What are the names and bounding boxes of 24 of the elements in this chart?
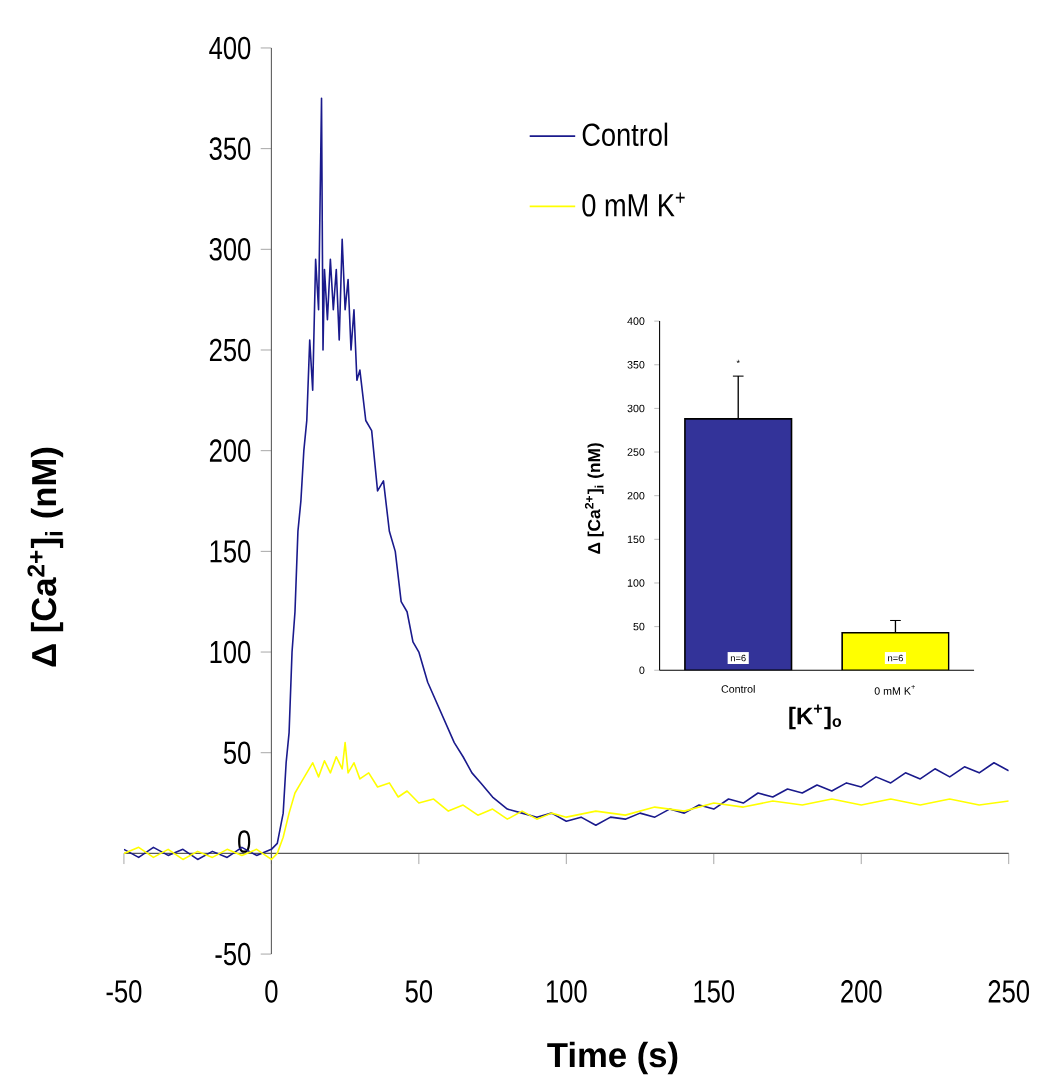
legend-label: 0 mM K$^{+}$ (582, 192, 685, 217)
x-axis-title: [K$^{+}$]$_{o}$ (789, 704, 842, 730)
legend-label: Control (583, 122, 668, 147)
x-tick-label: 0 (265, 980, 278, 1003)
y-tick-label: 50 (224, 741, 251, 765)
y-tick-label: 200 (210, 439, 251, 462)
y-tick-label: 400 (209, 36, 251, 60)
x-tick-label: 100 (547, 980, 587, 1003)
y-tick-label: 0 (238, 830, 251, 853)
y-tick-label: 250 (210, 338, 251, 362)
y-tick-label: 100 (210, 640, 251, 664)
line-series (124, 741, 1010, 861)
x-tick-label: 200 (841, 980, 882, 1003)
y-tick-label: 350 (209, 137, 251, 160)
x-tick-label: -50 (106, 980, 142, 1003)
x-tick-label: 250 (988, 980, 1030, 1003)
y-axis-title: Δ [Ca$^{2+}$]$_{i}$ (nM) (585, 443, 604, 554)
x-axis-title: Time (s) (547, 1041, 678, 1075)
x-tick-label: 150 (694, 980, 735, 1003)
x-tick-label: 50 (405, 980, 433, 1003)
y-tick-label: -50 (215, 942, 251, 966)
y-tick-label: 150 (210, 540, 251, 563)
y-axis-title: Δ [Ca$^{2+}$]$_{i}$ (nM) (27, 447, 64, 667)
y-tick-label: 300 (209, 238, 251, 261)
